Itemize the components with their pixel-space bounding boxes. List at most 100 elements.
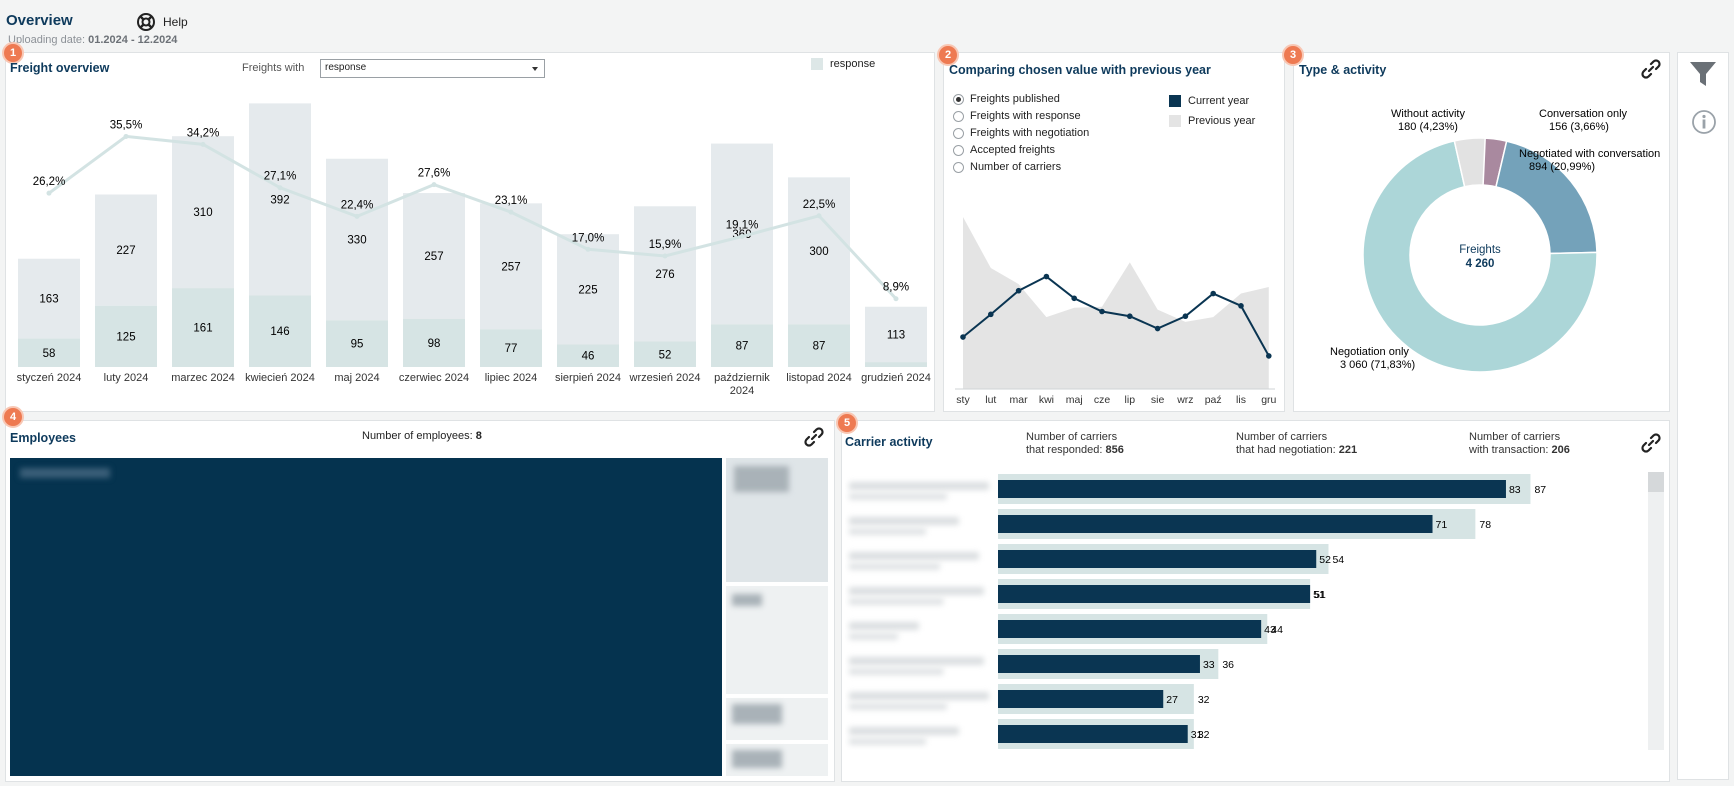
radio-label: Accepted freights xyxy=(970,144,1055,156)
radio-circle[interactable] xyxy=(953,127,964,139)
treemap-block[interactable] xyxy=(726,698,828,740)
radio-circle[interactable] xyxy=(953,93,964,105)
panel-badge-1: 1 xyxy=(2,42,24,64)
current-year-point xyxy=(1154,325,1161,332)
ratio-point xyxy=(354,213,360,219)
legend-swatch xyxy=(1169,95,1181,107)
blurred-carrier-name xyxy=(849,563,940,570)
bar-value-label: 310 xyxy=(193,207,212,219)
stat-value: 856 xyxy=(1105,444,1124,456)
treemap-block[interactable] xyxy=(726,586,828,694)
bar-value-label: 276 xyxy=(655,269,674,281)
bar-value-label: 87 xyxy=(1534,484,1546,496)
current-year-point xyxy=(1043,273,1050,280)
radio-option[interactable]: Freights with response xyxy=(953,110,1081,122)
donut-center-value: 4 260 xyxy=(1466,258,1495,270)
radio-circle[interactable] xyxy=(953,110,964,122)
freight-overview-title: Freight overview xyxy=(10,61,110,75)
current-year-point xyxy=(988,311,994,318)
donut-slice xyxy=(1453,137,1486,188)
freight-chart: 163 58 styczeń 2024 227 125 luty 2024 310 161 ma… xyxy=(17,103,931,395)
bar-value-label: 44 xyxy=(1271,624,1283,636)
x-tick-label: cze xyxy=(1094,394,1111,406)
bar-value-label: 330 xyxy=(347,235,366,247)
blurred-carrier-name xyxy=(849,703,947,710)
stat-line1: Number of carriers xyxy=(1469,431,1561,443)
link-icon[interactable] xyxy=(1638,430,1664,456)
stat-caption: that had negotiation: xyxy=(1236,444,1339,456)
info-icon[interactable] xyxy=(1691,109,1717,135)
radio-option[interactable]: Freights with negotiation xyxy=(953,127,1089,139)
bar-value-label: 46 xyxy=(582,351,595,363)
bar-value-label: 78 xyxy=(1479,519,1491,531)
blurred-carrier-name xyxy=(849,493,947,500)
bar-segment-top xyxy=(711,143,773,325)
freights-with-select[interactable]: response xyxy=(320,59,545,78)
bar-segment-bottom xyxy=(403,318,465,367)
bar-segment-bottom xyxy=(480,329,542,367)
carrier-scrollbar[interactable] xyxy=(1648,472,1664,750)
bar-value-label: 71 xyxy=(1436,519,1448,531)
ratio-line xyxy=(48,134,898,300)
x-tick-label: marzec 2024 xyxy=(171,372,235,384)
radio-circle[interactable] xyxy=(953,144,964,156)
blurred-name xyxy=(732,594,762,606)
donut-slice xyxy=(1362,139,1598,373)
bar-segment-top xyxy=(249,103,311,296)
bar-value-label: 77 xyxy=(505,343,518,355)
bar-value-label: 225 xyxy=(578,284,597,296)
radio-option[interactable]: Freights published xyxy=(953,93,1060,105)
blurred-carrier-name xyxy=(849,668,944,675)
x-tick-label: listopad 2024 xyxy=(786,372,851,384)
blurred-carrier-name xyxy=(849,552,979,560)
radio-label: Freights with response xyxy=(970,110,1081,122)
blurred-name xyxy=(732,704,782,724)
radio-option[interactable]: Number of carriers xyxy=(953,161,1061,173)
radio-option[interactable]: Accepted freights xyxy=(953,144,1055,156)
panel-badge-5: 5 xyxy=(836,412,858,434)
blurred-carrier-name xyxy=(849,528,926,535)
stat-line2: that responded: 856 xyxy=(1026,444,1124,457)
legend-swatch xyxy=(1169,115,1181,127)
bar-value-label: 32 xyxy=(1198,694,1210,706)
side-toolbar xyxy=(1677,52,1729,780)
bar-value-label: 31 xyxy=(1191,729,1203,741)
upload-date: Uploading date: 01.2024 - 12.2024 xyxy=(8,34,177,46)
radio-circle[interactable] xyxy=(953,161,964,173)
previous-year-area xyxy=(963,217,1269,389)
bar-value-label: 392 xyxy=(270,194,289,206)
treemap-block[interactable] xyxy=(726,458,828,582)
panel-badge-4: 4 xyxy=(2,406,24,428)
bar-value-label: 257 xyxy=(501,261,520,273)
filter-icon[interactable] xyxy=(1688,59,1718,89)
bar-segment-bottom xyxy=(326,320,388,367)
ratio-point xyxy=(893,296,899,302)
bar-value-label: 257 xyxy=(424,251,443,263)
panel-badge-3: 3 xyxy=(1282,44,1304,66)
help-button[interactable]: Help xyxy=(136,12,188,32)
bar-value-label: 52 xyxy=(659,349,672,361)
stat-line2: with transaction: 206 xyxy=(1469,444,1570,457)
treemap-block[interactable] xyxy=(726,744,828,776)
stat-caption: with transaction: xyxy=(1469,444,1552,456)
slice-value-label: 180 (4,23%) xyxy=(1398,121,1458,133)
legend-item: Current year xyxy=(1169,95,1249,107)
slice-value-label: 894 (20,99%) xyxy=(1529,161,1595,173)
bar-segment-bottom xyxy=(865,362,927,367)
x-tick-label: maj 2024 xyxy=(334,372,379,384)
bar-value-label: 161 xyxy=(193,323,212,335)
ratio-label: 22,4% xyxy=(341,199,374,211)
x-tick-label: sierpień 2024 xyxy=(555,372,621,384)
ratio-point xyxy=(431,182,437,188)
blurred-name xyxy=(732,750,782,768)
link-icon[interactable] xyxy=(1638,56,1664,82)
x-tick-label: czerwiec 2024 xyxy=(399,372,469,384)
scrollbar-thumb[interactable] xyxy=(1648,472,1664,492)
treemap-main-block[interactable] xyxy=(10,458,722,776)
carrier-stat: Number of carriers that responded: 856 xyxy=(1026,431,1124,457)
link-icon[interactable] xyxy=(801,424,827,450)
x-tick-label: gru xyxy=(1261,394,1276,406)
bar-inner xyxy=(998,725,1188,743)
employees-treemap xyxy=(10,458,828,776)
bar-segment-top xyxy=(634,206,696,342)
